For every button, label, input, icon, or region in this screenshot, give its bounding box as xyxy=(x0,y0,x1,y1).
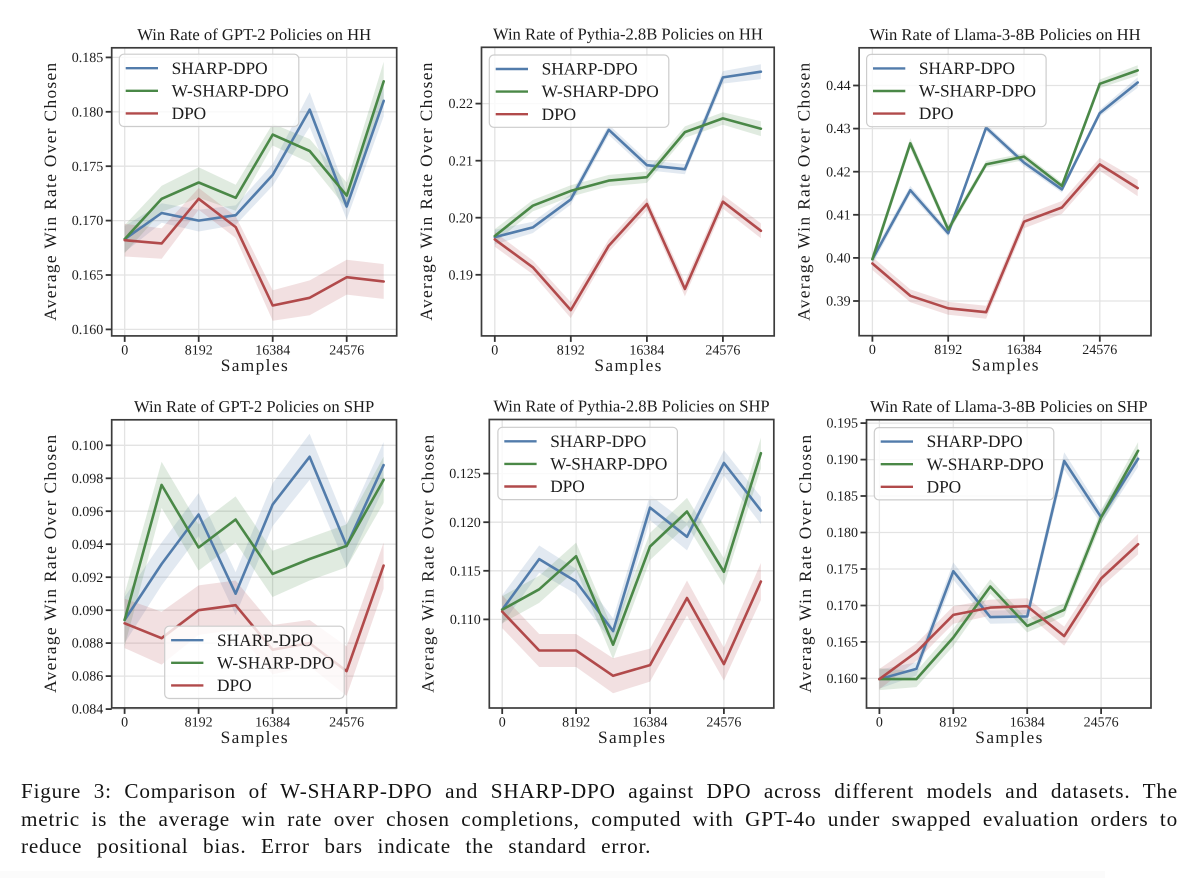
svg-text:0.170: 0.170 xyxy=(72,214,104,229)
svg-text:0.094: 0.094 xyxy=(72,538,104,553)
svg-text:W-SHARP-DPO: W-SHARP-DPO xyxy=(217,653,334,672)
svg-text:8192: 8192 xyxy=(934,343,962,358)
svg-text:0.120: 0.120 xyxy=(449,516,481,531)
svg-text:Average Win Rate Over Chosen: Average Win Rate Over Chosen xyxy=(417,62,436,320)
svg-text:W-SHARP-DPO: W-SHARP-DPO xyxy=(550,455,667,474)
svg-text:16384: 16384 xyxy=(629,343,664,358)
svg-text:0.43: 0.43 xyxy=(826,122,851,137)
svg-text:0: 0 xyxy=(491,343,498,358)
svg-text:0.175: 0.175 xyxy=(72,160,104,175)
svg-text:0.40: 0.40 xyxy=(826,252,851,267)
svg-text:0.098: 0.098 xyxy=(72,472,104,487)
svg-text:24576: 24576 xyxy=(1082,343,1117,358)
svg-text:16384: 16384 xyxy=(633,715,668,730)
svg-text:0.44: 0.44 xyxy=(826,79,851,94)
svg-text:0.084: 0.084 xyxy=(72,703,104,718)
svg-text:24576: 24576 xyxy=(329,343,364,358)
svg-text:DPO: DPO xyxy=(172,104,207,123)
svg-text:SHARP-DPO: SHARP-DPO xyxy=(542,60,638,79)
svg-text:SHARP-DPO: SHARP-DPO xyxy=(550,432,646,451)
svg-text:0.125: 0.125 xyxy=(449,467,481,482)
svg-text:SHARP-DPO: SHARP-DPO xyxy=(919,59,1015,78)
svg-text:Average Win Rate Over Chosen: Average Win Rate Over Chosen xyxy=(41,435,60,693)
svg-text:Average Win Rate Over Chosen: Average Win Rate Over Chosen xyxy=(795,62,814,320)
svg-text:0.165: 0.165 xyxy=(72,269,104,284)
svg-text:W-SHARP-DPO: W-SHARP-DPO xyxy=(919,82,1036,101)
svg-text:8192: 8192 xyxy=(185,715,213,730)
svg-text:16384: 16384 xyxy=(255,343,290,358)
svg-text:0.20: 0.20 xyxy=(449,211,474,226)
svg-text:0.21: 0.21 xyxy=(449,154,474,169)
svg-text:W-SHARP-DPO: W-SHARP-DPO xyxy=(172,81,289,100)
svg-text:0.190: 0.190 xyxy=(827,453,859,468)
svg-text:0: 0 xyxy=(121,343,128,358)
svg-text:Average Win Rate Over Chosen: Average Win Rate Over Chosen xyxy=(41,62,60,320)
svg-text:0.180: 0.180 xyxy=(827,526,859,541)
svg-text:0.42: 0.42 xyxy=(826,165,851,180)
svg-text:24576: 24576 xyxy=(329,715,364,730)
svg-text:0.22: 0.22 xyxy=(449,97,474,112)
svg-text:0.180: 0.180 xyxy=(72,105,104,120)
svg-text:0: 0 xyxy=(499,715,506,730)
svg-text:0.115: 0.115 xyxy=(450,564,481,579)
svg-text:8192: 8192 xyxy=(185,343,213,358)
svg-text:DPO: DPO xyxy=(217,676,252,695)
svg-text:0.41: 0.41 xyxy=(826,208,851,223)
svg-text:DPO: DPO xyxy=(542,105,577,124)
svg-text:8192: 8192 xyxy=(562,715,590,730)
svg-text:0.088: 0.088 xyxy=(72,637,104,652)
svg-text:0.090: 0.090 xyxy=(72,604,104,619)
svg-text:16384: 16384 xyxy=(1007,343,1042,358)
svg-text:0.170: 0.170 xyxy=(827,599,859,614)
svg-text:16384: 16384 xyxy=(255,715,290,730)
svg-text:24576: 24576 xyxy=(1084,715,1119,730)
svg-text:0.175: 0.175 xyxy=(827,563,859,578)
svg-text:Win Rate of Pythia-2.8B Polici: Win Rate of Pythia-2.8B Policies on SHP xyxy=(493,397,769,416)
svg-text:Win Rate of Pythia-2.8B Polici: Win Rate of Pythia-2.8B Policies on HH xyxy=(493,25,763,44)
svg-text:0: 0 xyxy=(869,343,876,358)
svg-text:8192: 8192 xyxy=(939,715,967,730)
svg-text:0.165: 0.165 xyxy=(827,636,859,651)
svg-text:0.185: 0.185 xyxy=(72,51,104,66)
svg-text:DPO: DPO xyxy=(550,477,585,496)
svg-text:0.160: 0.160 xyxy=(72,323,104,338)
svg-text:0: 0 xyxy=(121,715,128,730)
svg-text:0.185: 0.185 xyxy=(827,490,859,505)
svg-text:16384: 16384 xyxy=(1010,715,1045,730)
svg-text:Average Win Rate Over Chosen: Average Win Rate Over Chosen xyxy=(796,435,815,693)
svg-text:SHARP-DPO: SHARP-DPO xyxy=(217,631,313,650)
svg-text:0.100: 0.100 xyxy=(72,439,104,454)
svg-text:0: 0 xyxy=(876,715,883,730)
svg-text:Win Rate of GPT-2 Policies on: Win Rate of GPT-2 Policies on HH xyxy=(137,25,371,44)
svg-text:Win Rate of Llama-3-8B Policie: Win Rate of Llama-3-8B Policies on SHP xyxy=(870,397,1148,416)
svg-text:0.39: 0.39 xyxy=(826,295,851,310)
svg-text:0.086: 0.086 xyxy=(72,670,104,685)
svg-text:0.096: 0.096 xyxy=(72,505,104,520)
svg-text:Win Rate of Llama-3-8B Policie: Win Rate of Llama-3-8B Policies on HH xyxy=(869,25,1140,44)
svg-text:8192: 8192 xyxy=(557,343,585,358)
svg-text:SHARP-DPO: SHARP-DPO xyxy=(927,432,1023,451)
svg-text:W-SHARP-DPO: W-SHARP-DPO xyxy=(542,82,659,101)
svg-text:W-SHARP-DPO: W-SHARP-DPO xyxy=(927,455,1044,474)
svg-text:0.092: 0.092 xyxy=(72,571,104,586)
svg-text:0.19: 0.19 xyxy=(449,268,474,283)
svg-text:Win Rate of GPT-2 Policies on: Win Rate of GPT-2 Policies on SHP xyxy=(134,397,374,416)
svg-text:DPO: DPO xyxy=(927,477,962,496)
svg-text:24576: 24576 xyxy=(706,715,741,730)
svg-text:24576: 24576 xyxy=(705,343,740,358)
svg-text:0.195: 0.195 xyxy=(827,417,859,432)
svg-text:Average Win Rate Over Chosen: Average Win Rate Over Chosen xyxy=(419,434,438,692)
svg-text:0.110: 0.110 xyxy=(450,613,481,628)
svg-text:DPO: DPO xyxy=(919,104,954,123)
svg-text:SHARP-DPO: SHARP-DPO xyxy=(172,59,268,78)
svg-text:0.160: 0.160 xyxy=(827,672,859,687)
